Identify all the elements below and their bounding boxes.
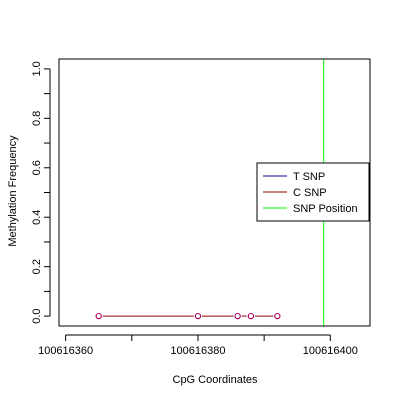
data-point — [234, 312, 241, 320]
data-point — [274, 312, 281, 320]
data-point — [194, 312, 202, 320]
y-tick-label: 0.8 — [31, 111, 43, 126]
legend-label: C SNP — [293, 187, 327, 199]
x-axis-title: CpG Coordinates — [173, 374, 258, 386]
plot-frame — [58, 58, 371, 327]
y-axis-title: Methylation Frequency — [7, 135, 19, 247]
y-tick-label: 0.6 — [31, 160, 43, 175]
legend: T SNP C SNP SNP Position — [256, 162, 370, 222]
legend-label: T SNP — [293, 171, 325, 183]
x-tick-label: 100616380 — [170, 345, 225, 357]
x-tick-label: 100616400 — [303, 345, 358, 357]
y-tick-label: 0.0 — [31, 308, 43, 323]
x-tick-label: 100616360 — [38, 345, 93, 357]
data-point — [95, 312, 102, 320]
y-tick-label: 1.0 — [31, 61, 43, 76]
plot-area — [95, 59, 325, 326]
y-tick-label: 0.4 — [31, 210, 43, 225]
axes: 100616360 100616380 100616400 0.0 0.2 0.4 0.6 0… — [31, 58, 371, 357]
y-tick-label: 0.2 — [31, 259, 43, 274]
data-point — [247, 312, 255, 320]
legend-label: SNP Position — [293, 203, 358, 215]
